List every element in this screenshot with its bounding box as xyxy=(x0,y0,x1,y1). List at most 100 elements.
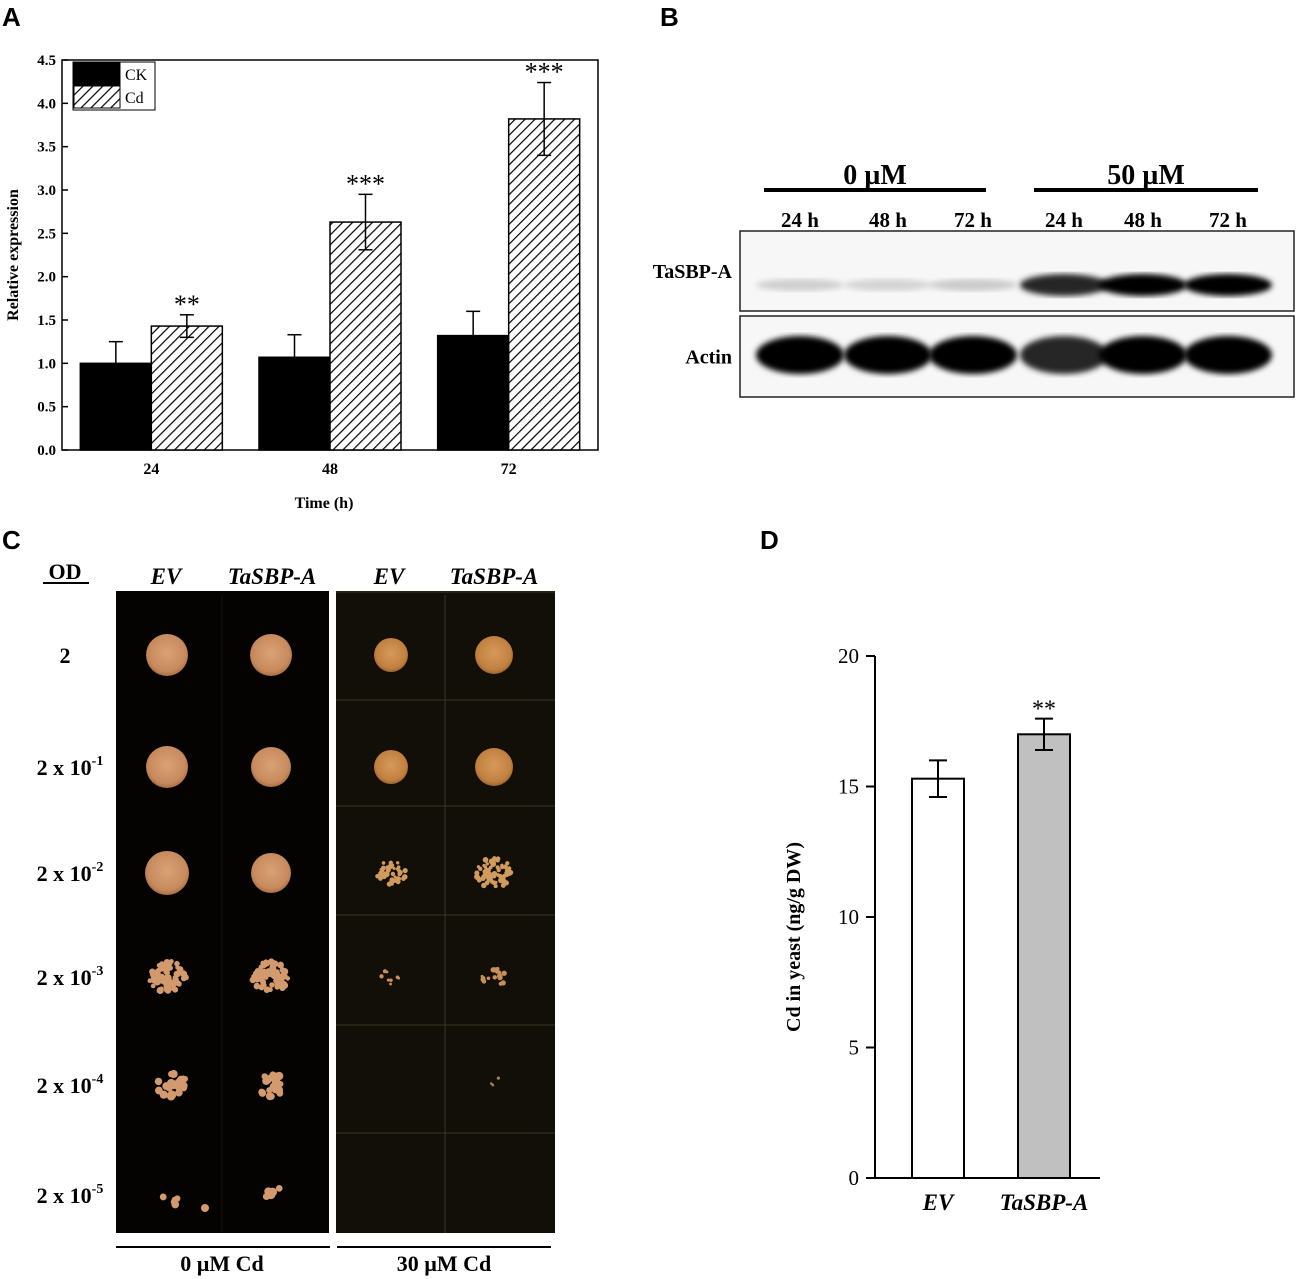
yeast-colony xyxy=(500,875,505,880)
yeast-colony xyxy=(382,969,387,974)
yeast-spot xyxy=(251,747,291,787)
yeast-colony xyxy=(268,1187,277,1197)
condition-label: 0 µM Cd xyxy=(180,1251,264,1276)
chart-a-relative-expression: 0.0 0.5 1.0 1.5 2.0 2.5 3.0 3.5 4.0 4.5 Relative e… xyxy=(5,53,599,512)
yeast-colony xyxy=(505,861,510,866)
yeast-colony xyxy=(254,982,260,989)
y-tick-label: 3.0 xyxy=(37,183,56,199)
yeast-colony xyxy=(379,873,384,878)
yeast-colony xyxy=(149,968,156,975)
od-label: 2 xyxy=(60,643,71,668)
western-blot: 0 µM 50 µM 24 h 48 h 72 h 24 h 48 h 72 h TaSBP-A… xyxy=(653,160,1295,398)
yeast-colony xyxy=(503,864,508,869)
yeast-colony xyxy=(265,1092,275,1101)
x-tick-label: 72 xyxy=(501,461,517,478)
panel-letter-b: B xyxy=(660,2,679,32)
significance-label: *** xyxy=(525,58,564,87)
yeast-colony xyxy=(182,971,188,977)
bar-ck xyxy=(436,334,510,451)
yeast-spot xyxy=(146,634,188,676)
bar-cd xyxy=(150,325,224,451)
blot-band xyxy=(929,279,1017,291)
yeast-colony xyxy=(165,974,171,980)
yeast-spot xyxy=(475,636,513,674)
condition-label: 30 µM Cd xyxy=(397,1251,492,1276)
yeast-colony xyxy=(493,967,497,971)
yeast-colony xyxy=(389,982,392,986)
yeast-colony xyxy=(267,1073,276,1082)
yeast-colony xyxy=(151,976,158,982)
od-label: 2 x 10-2 xyxy=(37,860,104,886)
yeast-colony xyxy=(260,961,268,969)
yeast-colony xyxy=(201,1204,209,1212)
yeast-colony xyxy=(491,859,496,865)
y-tick-label: 2.0 xyxy=(37,270,56,286)
blot-row-label: Actin xyxy=(685,347,732,369)
lane-label: 48 h xyxy=(869,208,907,232)
yeast-colony xyxy=(393,875,397,879)
lane-label: 24 h xyxy=(1045,208,1083,232)
yeast-colony xyxy=(488,877,494,883)
yeast-colony xyxy=(492,975,498,980)
legend-swatch-ck xyxy=(73,62,121,86)
yeast-colony xyxy=(282,983,288,989)
blot-band xyxy=(844,279,932,291)
yeast-colony xyxy=(280,972,288,980)
yeast-colony xyxy=(493,884,498,889)
yeast-colony xyxy=(392,866,396,870)
bar-ck xyxy=(79,362,153,451)
yeast-colony xyxy=(496,867,501,873)
lane-label: 72 h xyxy=(1209,208,1247,232)
yeast-colony xyxy=(156,986,164,995)
yeast-colony xyxy=(501,970,507,976)
yeast-colony xyxy=(482,863,486,868)
yeast-colony xyxy=(389,877,395,883)
yeast-colony xyxy=(476,877,482,883)
legend-label-ck: CK xyxy=(125,67,148,84)
yeast-colony xyxy=(174,960,180,967)
od-label: 2 x 10-3 xyxy=(37,964,104,990)
yeast-colony xyxy=(397,871,403,876)
blot-band xyxy=(1099,336,1187,374)
yeast-colony xyxy=(252,970,259,977)
lane-label: 48 h xyxy=(1124,208,1162,232)
yeast-colony xyxy=(389,978,393,983)
yeast-colony xyxy=(166,978,172,984)
column-header: EV xyxy=(373,564,406,589)
yeast-colony xyxy=(482,857,489,863)
yeast-colony xyxy=(486,976,491,981)
od-label: 2 x 10-5 xyxy=(37,1182,104,1208)
y-tick-label: 2.5 xyxy=(37,226,56,242)
yeast-colony xyxy=(180,1075,187,1082)
group-label: 0 µM xyxy=(843,160,907,191)
yeast-colony xyxy=(265,970,273,977)
yeast-colony xyxy=(396,861,400,865)
yeast-colony xyxy=(274,984,281,990)
yeast-colony xyxy=(160,978,167,985)
yeast-colony xyxy=(476,865,481,869)
column-header: EV xyxy=(150,564,183,589)
yeast-colony xyxy=(380,865,386,871)
blot-band xyxy=(1020,336,1108,374)
yeast-colony xyxy=(485,862,490,866)
bar-cd xyxy=(507,118,581,451)
blot-row-label: TaSBP-A xyxy=(653,261,733,283)
yeast-colony xyxy=(496,973,503,979)
yeast-colony xyxy=(489,1082,493,1085)
significance-label: ** xyxy=(174,290,200,319)
yeast-colony xyxy=(276,1090,284,1097)
x-axis-label: Time (h) xyxy=(295,495,354,512)
yeast-colony xyxy=(159,963,164,968)
yeast-colony xyxy=(158,973,165,980)
yeast-colony xyxy=(381,861,386,865)
yeast-colony xyxy=(252,976,258,982)
panel-letter-c: C xyxy=(2,525,21,555)
yeast-colony xyxy=(379,974,384,979)
yeast-colony xyxy=(401,877,406,881)
yeast-colony xyxy=(269,982,275,988)
yeast-spot xyxy=(145,851,189,895)
yeast-colony xyxy=(159,1090,168,1099)
x-tick-label: 48 xyxy=(322,461,338,478)
yeast-colony xyxy=(166,1092,176,1101)
yeast-colony xyxy=(275,1185,283,1192)
